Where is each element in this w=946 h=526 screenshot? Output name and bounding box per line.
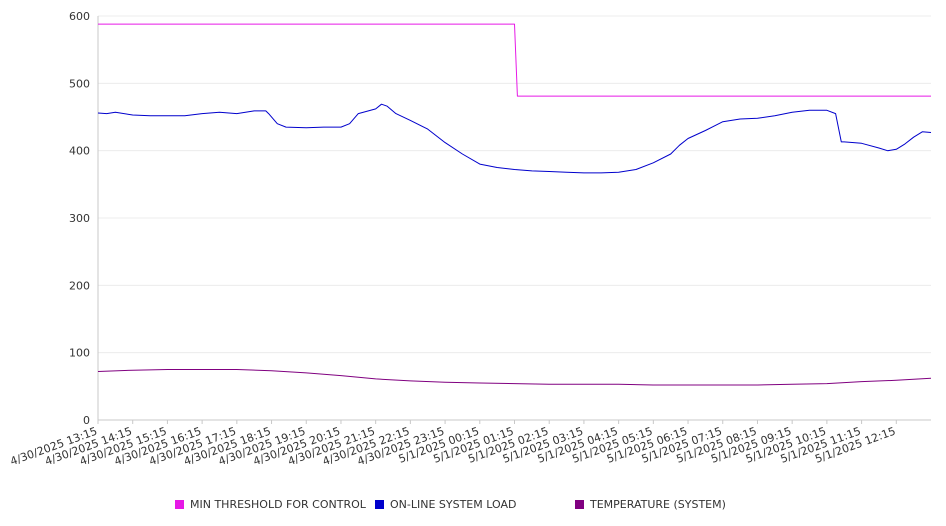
axes [97,16,931,424]
legend-swatch [175,500,184,509]
x-tick-labels: 4/30/2025 13:154/30/2025 14:154/30/2025 … [8,425,897,469]
legend-item-temperature[interactable]: TEMPERATURE (SYSTEM) [575,498,726,511]
legend-item-system-load[interactable]: ON-LINE SYSTEM LOAD [375,498,516,511]
min-threshold-line [98,23,931,97]
legend-label: TEMPERATURE (SYSTEM) [590,498,726,511]
y-tick-label: 0 [83,414,90,427]
legend-label: ON-LINE SYSTEM LOAD [390,498,517,511]
legend: MIN THRESHOLD FOR CONTROL ON-LINE SYSTEM… [0,498,946,514]
temperature-line [97,369,932,386]
y-tick-label: 500 [69,77,90,90]
grid-lines [98,15,931,354]
y-tick-label: 200 [69,279,90,292]
legend-label: MIN THRESHOLD FOR CONTROL [190,498,366,511]
y-tick-labels: 0 100 200 300 400 500 600 [69,10,90,427]
y-tick-label: 300 [69,212,90,225]
legend-swatch [575,500,584,509]
y-tick-label: 100 [69,347,90,360]
y-tick-label: 400 [69,145,90,158]
system-load-line [97,103,932,174]
series-lines [97,23,932,386]
legend-item-min-threshold[interactable]: MIN THRESHOLD FOR CONTROL [175,498,366,511]
y-tick-label: 600 [69,10,90,23]
legend-swatch [375,500,384,509]
